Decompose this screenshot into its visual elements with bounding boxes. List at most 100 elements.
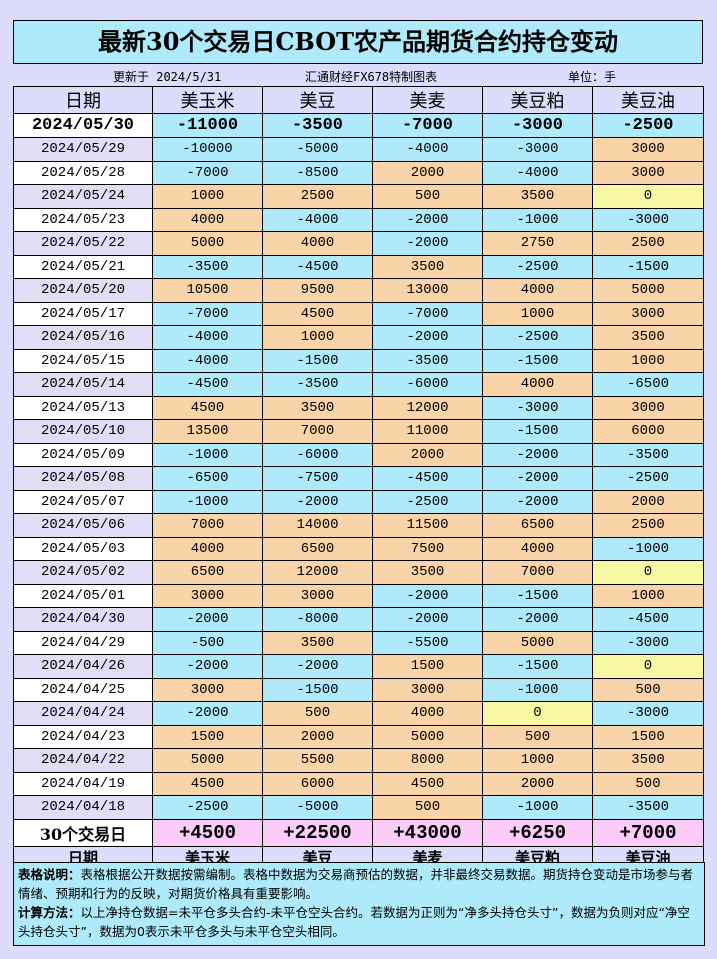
table-row: 2024/05/29 -10000 -5000 -4000 -3000 3000 (13, 137, 704, 162)
value-cell: -8500 (262, 160, 373, 185)
value-cell: -2000 (482, 442, 593, 467)
unit-label: 单位：手 (568, 70, 617, 84)
calc-label: 计算方法： (18, 905, 81, 920)
date-cell: 2024/05/09 (13, 442, 153, 467)
value-cell: -2500 (592, 466, 704, 491)
value-cell: -4000 (262, 207, 373, 232)
value-cell: -2500 (482, 254, 593, 279)
value-cell: 7500 (372, 536, 483, 561)
table-row: 2024/05/23 4000 -4000 -2000 -1000 -3000 (13, 207, 704, 232)
value-cell: 4000 (152, 536, 263, 561)
date-cell: 2024/05/20 (13, 278, 153, 303)
table-row: 2024/05/17 -7000 4500 -7000 1000 3000 (13, 301, 704, 326)
value-cell: 4000 (152, 207, 263, 232)
value-cell: -3500 (262, 113, 373, 138)
value-cell: 5000 (152, 748, 263, 773)
value-cell: 3000 (152, 677, 263, 702)
value-cell: 1000 (482, 301, 593, 326)
value-cell: -4500 (262, 254, 373, 279)
value-cell: -1500 (482, 419, 593, 444)
value-cell: 4500 (372, 771, 483, 796)
value-cell: -7000 (152, 301, 263, 326)
date-cell: 2024/04/22 (13, 748, 153, 773)
table-row: 2024/05/09 -1000 -6000 2000 -2000 -3500 (13, 442, 704, 467)
calc-text: 以上净持仓数据=未平仓多头合约-未平仓空头合约。若数据为正则为“净多头持仓头寸”… (18, 905, 690, 939)
value-cell: 6000 (592, 419, 704, 444)
value-cell: -1000 (592, 536, 704, 561)
value-cell: 12000 (262, 560, 373, 585)
value-cell: -5500 (372, 630, 483, 655)
value-cell: -2000 (262, 654, 373, 679)
value-cell: 3000 (592, 395, 704, 420)
table-row: 2024/05/22 5000 4000 -2000 2750 2500 (13, 231, 704, 256)
value-cell: 4000 (482, 536, 593, 561)
value-cell: 6500 (482, 513, 593, 538)
date-cell: 2024/05/23 (13, 207, 153, 232)
value-cell: -7500 (262, 466, 373, 491)
value-cell: 4000 (372, 701, 483, 726)
column-header: 美玉米 (152, 86, 263, 114)
value-cell: -2500 (152, 795, 263, 820)
value-cell: 4500 (152, 395, 263, 420)
value-cell: -1000 (152, 489, 263, 514)
value-cell: 3000 (262, 583, 373, 608)
value-cell: 5000 (482, 630, 593, 655)
value-cell: -1500 (262, 677, 373, 702)
value-cell: 6500 (152, 560, 263, 585)
value-cell: -6000 (262, 442, 373, 467)
date-cell: 2024/05/06 (13, 513, 153, 538)
table-row: 2024/04/29 -500 3500 -5500 5000 -3000 (13, 630, 704, 655)
value-cell: 3000 (372, 677, 483, 702)
value-cell: 500 (592, 677, 704, 702)
value-cell: -2000 (372, 207, 483, 232)
value-cell: -1500 (262, 348, 373, 373)
total-row: 30个交易日 +4500 +22500 +43000 +6250 +7000 (13, 818, 704, 847)
desc-label: 表格说明： (18, 867, 81, 882)
value-cell: 6000 (262, 771, 373, 796)
value-cell: 1000 (482, 748, 593, 773)
value-cell: 3500 (262, 395, 373, 420)
value-cell: -4000 (152, 348, 263, 373)
value-cell: -3500 (372, 348, 483, 373)
table-row: 2024/05/16 -4000 1000 -2000 -2500 3500 (13, 325, 704, 350)
value-cell: 2000 (372, 160, 483, 185)
table-row: 2024/05/03 4000 6500 7500 4000 -1000 (13, 536, 704, 561)
value-cell: 3500 (262, 630, 373, 655)
date-cell: 2024/05/13 (13, 395, 153, 420)
value-cell: 5000 (152, 231, 263, 256)
table-row: 2024/05/14 -4500 -3500 -6000 4000 -6500 (13, 372, 704, 397)
value-cell: -2500 (592, 113, 704, 138)
value-cell: -1000 (482, 795, 593, 820)
value-cell: -1500 (482, 348, 593, 373)
value-cell: 500 (372, 184, 483, 209)
value-cell: 3500 (482, 184, 593, 209)
value-cell: 3000 (592, 137, 704, 162)
date-cell: 2024/05/15 (13, 348, 153, 373)
value-cell: 0 (592, 560, 704, 585)
desc-text: 表格根据公开数据按需编制。表格中数据为交易商预估的数据，并非最终交易数据。期货持… (18, 867, 694, 901)
date-cell: 2024/04/30 (13, 607, 153, 632)
value-cell: -5000 (262, 137, 373, 162)
value-cell: 13500 (152, 419, 263, 444)
value-cell: -2000 (262, 489, 373, 514)
value-cell: 1000 (592, 583, 704, 608)
date-cell: 2024/05/22 (13, 231, 153, 256)
value-cell: -3000 (482, 113, 593, 138)
date-cell: 2024/04/19 (13, 771, 153, 796)
date-cell: 2024/05/08 (13, 466, 153, 491)
table-row: 2024/04/25 3000 -1500 3000 -1000 500 (13, 677, 704, 702)
date-cell: 2024/05/14 (13, 372, 153, 397)
date-cell: 2024/05/21 (13, 254, 153, 279)
source-label: 汇通财经FX678特制图表 (305, 70, 438, 84)
date-cell: 2024/05/02 (13, 560, 153, 585)
column-header: 美豆粕 (482, 86, 593, 114)
value-cell: 0 (592, 184, 704, 209)
value-cell: 4000 (482, 278, 593, 303)
value-cell: -7000 (372, 301, 483, 326)
value-cell: -10000 (152, 137, 263, 162)
value-cell: 1500 (372, 654, 483, 679)
value-cell: 5000 (372, 724, 483, 749)
date-cell: 2024/04/24 (13, 701, 153, 726)
table-row: 2024/04/19 4500 6000 4500 2000 500 (13, 771, 704, 796)
